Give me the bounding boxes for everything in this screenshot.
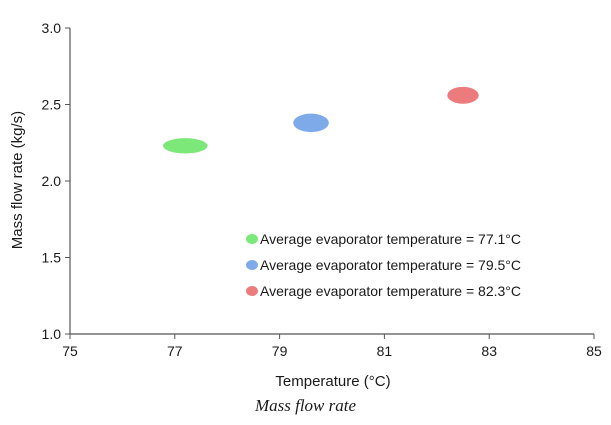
legend-entry-1: Average evaporator temperature = 77.1°C: [260, 231, 521, 247]
legend-marker-2: [246, 260, 258, 270]
data-point-3: [447, 86, 479, 104]
legend: Average evaporator temperature = 77.1°C A…: [246, 231, 521, 299]
x-tick-label: 77: [167, 343, 183, 359]
y-tick-label: 1.0: [42, 326, 62, 342]
y-tick-label: 2.0: [42, 173, 62, 189]
x-tick-label: 79: [272, 343, 288, 359]
data-point-2: [293, 113, 329, 133]
x-tick-label: 85: [586, 343, 602, 359]
y-axis-label: Mass flow rate (kg/s): [9, 111, 26, 249]
y-tick-label: 2.5: [42, 97, 62, 113]
y-tick-label: 3.0: [42, 20, 62, 36]
x-axis-label: Temperature (°C): [275, 373, 390, 390]
legend-entry-3: Average evaporator temperature = 82.3°C: [260, 283, 521, 299]
legend-marker-3: [246, 286, 258, 296]
y-tick-label: 1.5: [42, 250, 62, 266]
figure-caption: Mass flow rate: [254, 396, 357, 415]
x-tick-label: 75: [62, 343, 78, 359]
x-tick-label: 83: [481, 343, 497, 359]
legend-entry-2: Average evaporator temperature = 79.5°C: [260, 257, 521, 273]
legend-marker-1: [246, 234, 258, 244]
data-point-1: [163, 138, 208, 154]
x-tick-label: 81: [377, 343, 393, 359]
